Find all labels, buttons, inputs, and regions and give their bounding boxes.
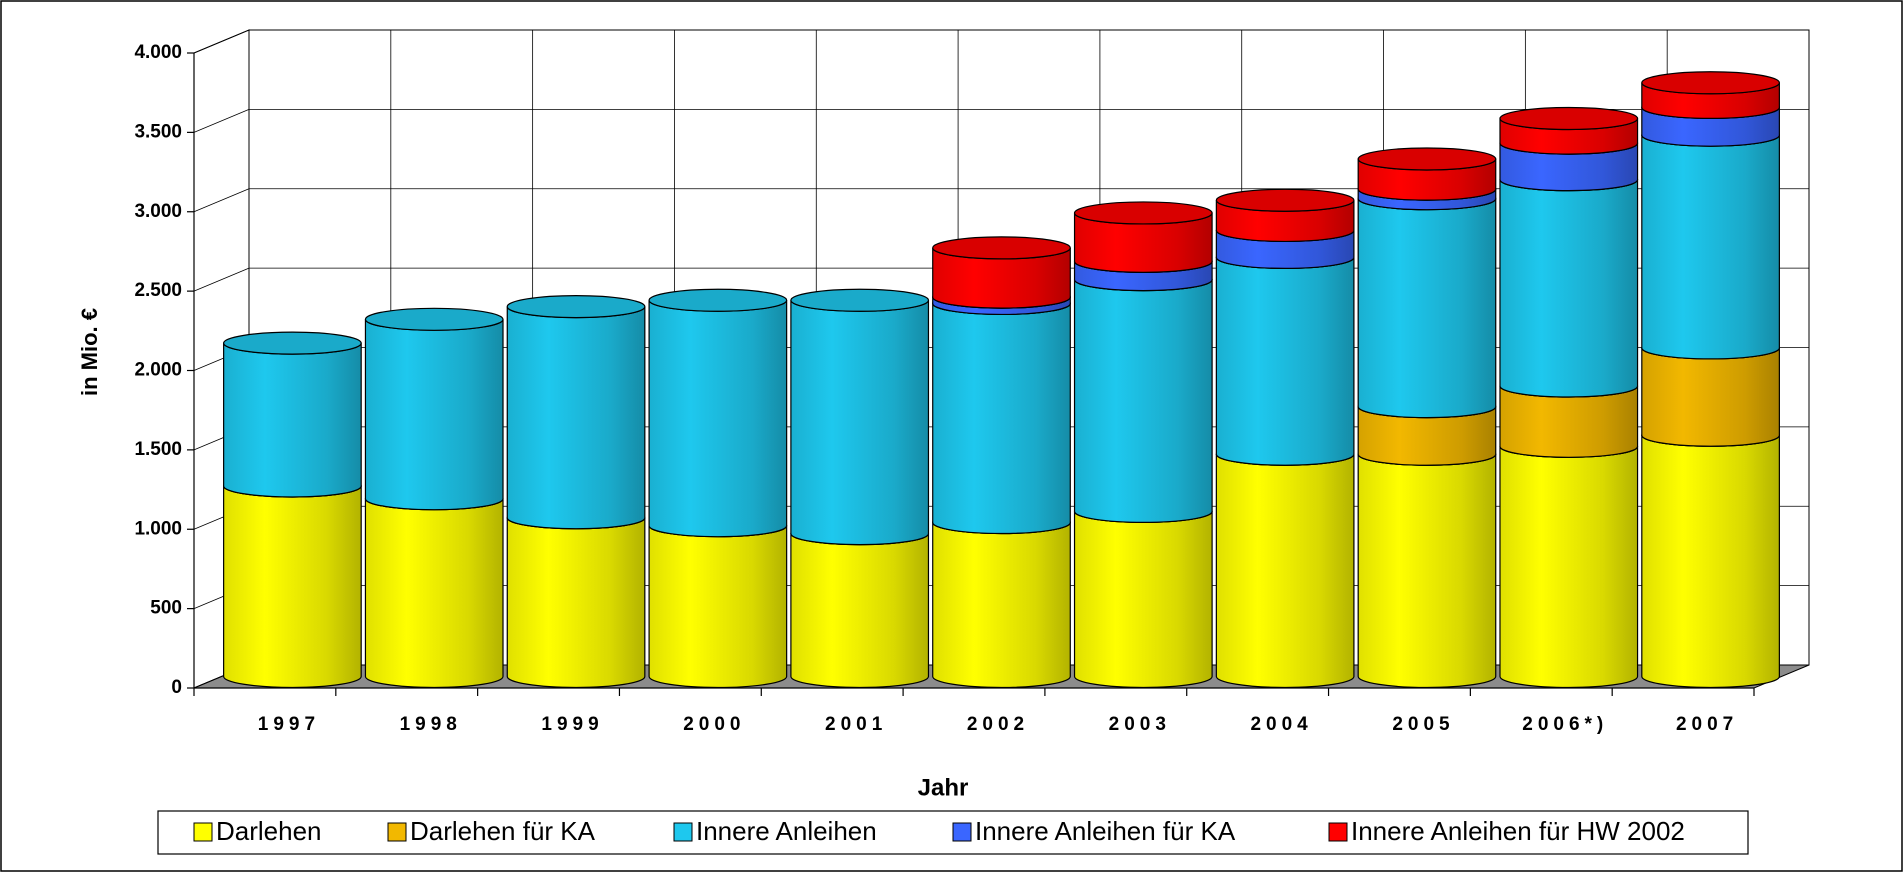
x-tick-label: 1998 (400, 714, 462, 735)
legend-label: Darlehen (216, 816, 322, 846)
x-tick-label: 2005 (1392, 714, 1454, 735)
cylinder-segment (223, 342, 362, 498)
cylinder-top (1499, 106, 1639, 131)
legend-label: Innere Anleihen für KA (975, 816, 1236, 846)
x-tick-label: 1999 (541, 714, 603, 735)
cylinder-segment (1499, 179, 1639, 398)
legend-swatch (387, 822, 407, 842)
legend-label: Innere Anleihen (696, 816, 877, 846)
side-grid-line (193, 29, 250, 54)
side-grid-line (193, 109, 250, 133)
cylinder-segment (790, 300, 930, 546)
cylinder-segment (1641, 435, 1780, 689)
y-tick-label: 2.000 (134, 360, 182, 381)
cylinder-segment (364, 498, 504, 689)
cylinder-segment (1215, 257, 1355, 466)
side-grid-line (193, 188, 250, 213)
legend-swatch (673, 822, 693, 842)
x-axis-title: Jahr (918, 774, 969, 801)
y-tick-label: 1.000 (134, 518, 182, 539)
cylinder-segment (364, 319, 504, 511)
x-tick-label: 2007 (1676, 714, 1738, 735)
x-tick-label: 2000 (683, 714, 745, 735)
x-tick-label: 2004 (1250, 714, 1312, 735)
cylinder-segment (1357, 198, 1497, 419)
cylinder-segment (932, 303, 1071, 535)
cylinder-segment (223, 485, 362, 689)
cylinder-segment (506, 517, 646, 689)
y-tick-label: 3.500 (134, 121, 182, 142)
cylinder-segment (1499, 446, 1639, 689)
cylinder-top (223, 331, 362, 355)
cylinder-segment (506, 306, 646, 530)
x-tick-label: 2006*) (1522, 714, 1608, 735)
cylinder-segment (1641, 347, 1780, 447)
cylinder-segment (1357, 454, 1497, 689)
cylinder-segment (1215, 454, 1355, 689)
cylinder-top (932, 236, 1071, 260)
cylinder-top (506, 295, 646, 319)
cylinder-top (1215, 188, 1355, 212)
y-tick-label: 1.500 (134, 439, 182, 460)
cylinder-top (648, 288, 788, 312)
y-tick-label: 500 (150, 598, 182, 619)
cylinder-segment (648, 525, 788, 689)
x-tick-label: 1997 (258, 714, 320, 735)
y-axis-title: in Mio. € (77, 308, 102, 396)
cylinder-segment (1073, 279, 1213, 523)
y-tick-label: 4.000 (134, 42, 182, 63)
legend-label: Innere Anleihen für HW 2002 (1351, 816, 1685, 846)
cylinder-segment (1073, 511, 1213, 689)
x-tick-label: 2001 (825, 714, 887, 735)
legend-swatch (193, 822, 213, 842)
x-tick-label: 2002 (967, 714, 1029, 735)
side-grid-line (193, 267, 250, 292)
y-tick-label: 0 (171, 677, 182, 698)
cylinder-segment (648, 300, 788, 538)
legend-swatch (1328, 822, 1348, 842)
y-tick-label: 3.000 (134, 201, 182, 222)
cylinder-segment (1641, 134, 1780, 360)
legend-swatch (952, 822, 972, 842)
cylinder-segment (932, 522, 1071, 689)
cylinder-top (1073, 201, 1213, 225)
x-tick-label: 2003 (1109, 714, 1171, 735)
y-tick-label: 2.500 (134, 280, 182, 301)
cylinder-top (1641, 71, 1780, 95)
cylinder-segment (790, 533, 930, 689)
cylinder-top (790, 288, 930, 312)
cylinder-top (1357, 147, 1497, 171)
legend-label: Darlehen für KA (410, 816, 596, 846)
cylinder-top (364, 307, 504, 331)
